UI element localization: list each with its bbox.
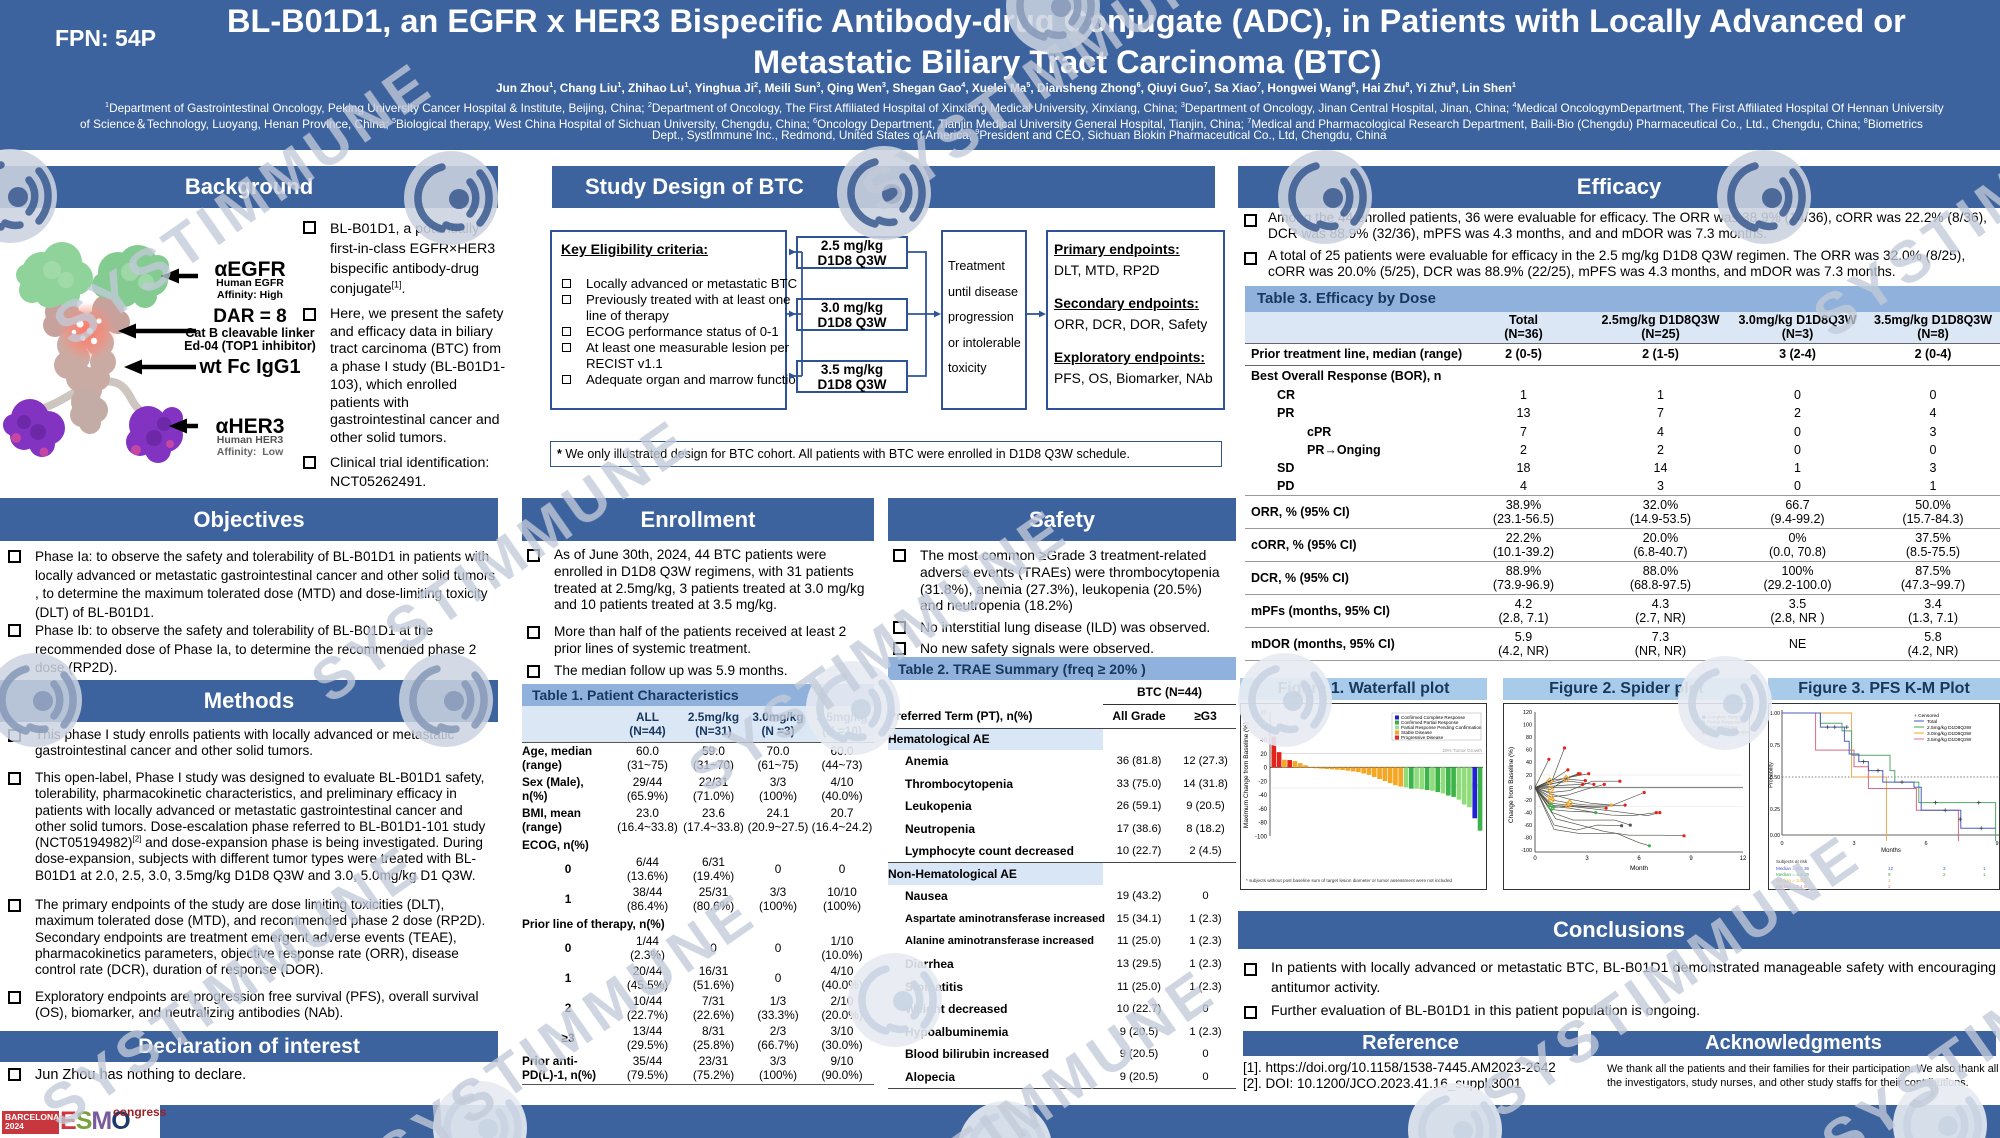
- svg-text:0.75: 0.75: [1770, 743, 1780, 749]
- svg-text:60: 60: [1526, 748, 1532, 754]
- svg-text:12: 12: [1888, 866, 1894, 871]
- svg-text:9: 9: [1888, 872, 1891, 877]
- svg-text:3: 3: [1585, 856, 1589, 862]
- svg-text:60: 60: [1260, 724, 1267, 730]
- svg-text:1: 1: [1983, 872, 1986, 877]
- svg-text:Change from Baseline (%): Change from Baseline (%): [1508, 747, 1515, 823]
- svg-text:12: 12: [1740, 856, 1747, 862]
- svg-text:Confirmed Partial Response: Confirmed Partial Response: [1401, 720, 1459, 725]
- svg-text:0: 0: [1529, 785, 1532, 791]
- svg-text:3: 3: [1852, 841, 1855, 847]
- svg-text:Progressive Disease: Progressive Disease: [1401, 735, 1444, 740]
- svg-text:2: 2: [1943, 872, 1946, 877]
- svg-text:Month: Month: [1630, 865, 1648, 872]
- svg-text:0: 0: [1264, 766, 1268, 772]
- svg-text:6: 6: [1924, 841, 1927, 847]
- svg-text:20: 20: [1526, 773, 1532, 779]
- svg-text:3: 3: [1943, 866, 1946, 871]
- svg-text:Median = 3.4 8: Median = 3.4 8: [1776, 884, 1807, 889]
- svg-text:0.25: 0.25: [1770, 807, 1780, 813]
- svg-text:80: 80: [1260, 711, 1267, 717]
- svg-text:Median = 3.5 3: Median = 3.5 3: [1776, 878, 1807, 883]
- svg-text:0.50: 0.50: [1770, 775, 1780, 781]
- svg-text:1.00: 1.00: [1770, 711, 1780, 717]
- svg-text:Median = 4.3 25: Median = 4.3 25: [1776, 872, 1810, 877]
- svg-text:Median = 4.2 36: Median = 4.2 36: [1776, 866, 1810, 871]
- svg-text:9: 9: [1689, 856, 1693, 862]
- svg-text:Confirmed Complete Response: Confirmed Complete Response: [1401, 715, 1466, 720]
- svg-text:Probability: Probability: [1769, 762, 1775, 788]
- svg-text:Progressive Disease: Progressive Disease: [1707, 730, 1750, 735]
- svg-text:Subjects at risk: Subjects at risk: [1776, 859, 1808, 864]
- svg-text:40: 40: [1526, 760, 1532, 766]
- svg-text:Stable Disease: Stable Disease: [1401, 730, 1432, 735]
- svg-text:-60: -60: [1258, 807, 1267, 813]
- svg-text:-40: -40: [1524, 810, 1532, 816]
- svg-text:-20: -20: [1258, 779, 1267, 785]
- svg-text:Total: Total: [1927, 719, 1937, 725]
- svg-text:120: 120: [1523, 710, 1532, 716]
- svg-text:20% Tumor Growth: 20% Tumor Growth: [1442, 748, 1482, 753]
- svg-text:40: 40: [1260, 738, 1267, 744]
- svg-text:1: 1: [1888, 878, 1891, 883]
- svg-text:1: 1: [1983, 866, 1986, 871]
- svg-text:2.5mg/kg D1D8Q3W: 2.5mg/kg D1D8Q3W: [1927, 725, 1972, 731]
- svg-text:-80: -80: [1524, 836, 1532, 842]
- svg-text:* subjects without post baseli: * subjects without post baseline sum of …: [1246, 878, 1453, 883]
- svg-text:-60: -60: [1524, 823, 1532, 829]
- svg-text:9: 9: [1995, 841, 1998, 847]
- svg-text:Months: Months: [1881, 848, 1901, 854]
- svg-text:6: 6: [1637, 856, 1641, 862]
- svg-text:-40: -40: [1258, 793, 1267, 799]
- svg-text:0: 0: [1780, 841, 1783, 847]
- svg-text:3.5mg/kg D1D8Q3W: 3.5mg/kg D1D8Q3W: [1927, 737, 1972, 743]
- svg-text:3.0mg/kg D1D8Q3W: 3.0mg/kg D1D8Q3W: [1927, 731, 1972, 737]
- svg-text:100: 100: [1523, 723, 1532, 729]
- svg-text:80: 80: [1526, 735, 1532, 741]
- svg-text:-100: -100: [1521, 848, 1532, 854]
- svg-text:2: 2: [1888, 884, 1891, 889]
- svg-text:-80: -80: [1258, 821, 1267, 827]
- svg-text:-100: -100: [1255, 835, 1268, 841]
- svg-text:20: 20: [1260, 752, 1267, 758]
- svg-text:Maximum Change from Baseline (: Maximum Change from Baseline (%): [1243, 722, 1250, 828]
- svg-text:0.00: 0.00: [1770, 833, 1780, 839]
- svg-text:-20: -20: [1524, 798, 1532, 804]
- svg-text:Partial Response Pending Confi: Partial Response Pending Confirmation: [1401, 725, 1482, 730]
- svg-text:0: 0: [1533, 856, 1537, 862]
- svg-text:+ Censored: + Censored: [1914, 713, 1939, 719]
